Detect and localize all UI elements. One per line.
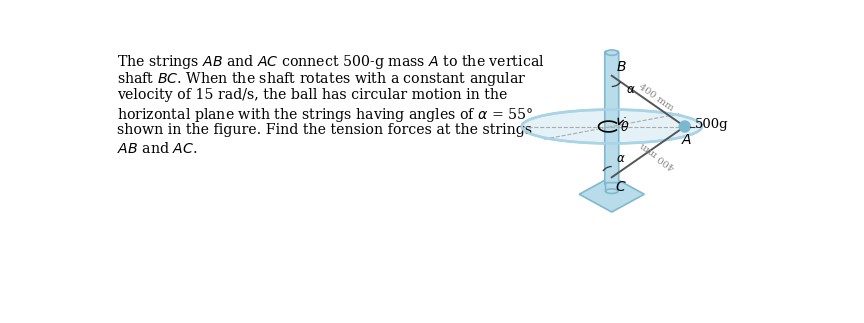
Circle shape — [679, 121, 690, 132]
Text: $\dot{\theta}$: $\dot{\theta}$ — [620, 117, 630, 134]
Ellipse shape — [522, 109, 702, 143]
Text: $A$: $A$ — [681, 133, 692, 147]
Text: 400 mm: 400 mm — [638, 140, 677, 170]
Text: $\alpha$: $\alpha$ — [626, 83, 635, 97]
Text: shaft $\it{BC}$. When the shaft rotates with a constant angular: shaft $\it{BC}$. When the shaft rotates … — [118, 70, 527, 88]
Text: shown in the figure. Find the tension forces at the strings: shown in the figure. Find the tension fo… — [118, 123, 532, 138]
Text: 400 mm: 400 mm — [637, 82, 675, 112]
Text: $\it{AB}$ and $\it{AC}$.: $\it{AB}$ and $\it{AC}$. — [118, 141, 198, 156]
Text: velocity of 15 rad/s, the ball has circular motion in the: velocity of 15 rad/s, the ball has circu… — [118, 88, 508, 102]
Text: horizontal plane with the strings having angles of $\alpha$ = 55°: horizontal plane with the strings having… — [118, 106, 534, 124]
FancyBboxPatch shape — [606, 183, 618, 192]
Ellipse shape — [606, 189, 618, 193]
Text: $C$: $C$ — [615, 180, 626, 194]
Text: $\alpha$: $\alpha$ — [616, 152, 626, 165]
Ellipse shape — [606, 50, 618, 55]
Text: $B$: $B$ — [616, 60, 627, 74]
Text: The strings $\it{AB}$ and $\it{AC}$ connect 500-g mass $\it{A}$ to the vertical: The strings $\it{AB}$ and $\it{AC}$ conn… — [118, 53, 545, 71]
Text: 500g: 500g — [695, 119, 728, 131]
Polygon shape — [579, 176, 645, 212]
FancyBboxPatch shape — [605, 51, 619, 185]
